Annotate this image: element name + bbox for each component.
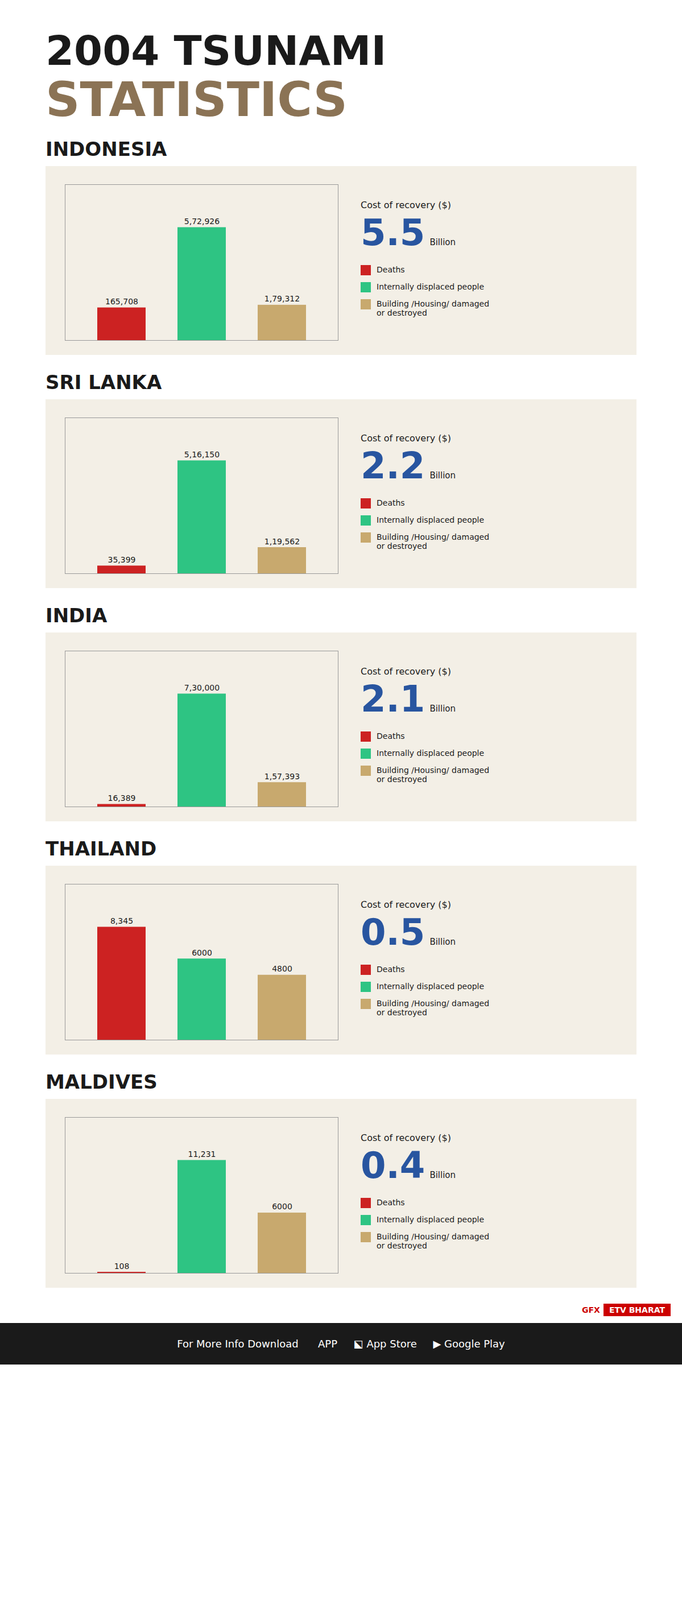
html-text:Deaths: Deaths bbox=[376, 265, 405, 275]
html-text:Deaths: Deaths bbox=[376, 731, 405, 741]
svg-text:165,708: 165,708 bbox=[105, 296, 139, 307]
html-text:Deaths: Deaths bbox=[376, 964, 405, 974]
html-text:Billion: Billion bbox=[429, 237, 456, 248]
html-text:5.5: 5.5 bbox=[360, 211, 426, 254]
svg-text:108: 108 bbox=[114, 1261, 130, 1271]
html-text:ETV BHARAT: ETV BHARAT bbox=[609, 1305, 665, 1315]
html-text:0.4: 0.4 bbox=[360, 1144, 426, 1187]
svg-text:8,345: 8,345 bbox=[110, 916, 134, 926]
html-text:THAILAND: THAILAND bbox=[45, 837, 157, 860]
html-text:2.1: 2.1 bbox=[360, 677, 426, 721]
html-text:Internally displaced people: Internally displaced people bbox=[376, 748, 485, 758]
html-text:Deaths: Deaths bbox=[376, 1198, 405, 1208]
html-text:INDIA: INDIA bbox=[45, 603, 108, 627]
html-text:Billion: Billion bbox=[429, 703, 456, 714]
html-text:Internally displaced people: Internally displaced people bbox=[376, 981, 485, 992]
html-text:Building /Housing/ damaged or: Building /Housing/ damaged or destroyed bbox=[376, 299, 490, 318]
svg-text:5,72,926: 5,72,926 bbox=[184, 216, 220, 226]
html-text:Internally displaced people: Internally displaced people bbox=[376, 515, 485, 525]
svg-text:1,79,312: 1,79,312 bbox=[264, 294, 300, 304]
html-text:0.5: 0.5 bbox=[360, 911, 426, 954]
html-text:INDONESIA: INDONESIA bbox=[45, 137, 167, 161]
svg-text:7,30,000: 7,30,000 bbox=[184, 683, 220, 693]
svg-text:35,399: 35,399 bbox=[108, 554, 136, 564]
html-text:Billion: Billion bbox=[429, 1169, 456, 1181]
html-text:STATISTICS: STATISTICS bbox=[45, 71, 348, 128]
html-text:Building /Housing/ damaged or: Building /Housing/ damaged or destroyed bbox=[376, 765, 490, 784]
svg-text:11,231: 11,231 bbox=[188, 1149, 217, 1159]
html-text:Building /Housing/ damaged or: Building /Housing/ damaged or destroyed bbox=[376, 998, 490, 1018]
html-text:Internally displaced people: Internally displaced people bbox=[376, 282, 485, 292]
html-text:Cost of recovery ($): Cost of recovery ($) bbox=[360, 432, 452, 444]
html-text:Internally displaced people: Internally displaced people bbox=[376, 1215, 485, 1225]
svg-text:1,19,562: 1,19,562 bbox=[264, 536, 300, 546]
html-text:Cost of recovery ($): Cost of recovery ($) bbox=[360, 899, 452, 911]
svg-text:5,16,150: 5,16,150 bbox=[184, 449, 220, 460]
html-text:Building /Housing/ damaged or: Building /Housing/ damaged or destroyed bbox=[376, 1232, 490, 1251]
html-text:Deaths: Deaths bbox=[376, 498, 405, 508]
svg-text:4800: 4800 bbox=[271, 964, 293, 974]
html-text:Billion: Billion bbox=[429, 936, 456, 948]
svg-text:1,57,393: 1,57,393 bbox=[264, 771, 300, 781]
html-text:For More Info Download APP ⬕ A: For More Info Download APP ⬕ App Store ▶… bbox=[177, 1337, 505, 1350]
html-text:2004 TSUNAMI: 2004 TSUNAMI bbox=[45, 26, 387, 75]
html-text:Cost of recovery ($): Cost of recovery ($) bbox=[360, 199, 452, 211]
html-text:Cost of recovery ($): Cost of recovery ($) bbox=[360, 666, 452, 677]
svg-text:6000: 6000 bbox=[191, 947, 213, 957]
html-text:Billion: Billion bbox=[429, 470, 456, 481]
html-text:MALDIVES: MALDIVES bbox=[45, 1070, 158, 1094]
html-text:GFX: GFX bbox=[581, 1305, 601, 1315]
html-text:Cost of recovery ($): Cost of recovery ($) bbox=[360, 1132, 452, 1144]
svg-text:16,389: 16,389 bbox=[108, 793, 136, 803]
html-text:2.2: 2.2 bbox=[360, 444, 426, 487]
svg-text:6000: 6000 bbox=[271, 1201, 293, 1211]
html-text:Building /Housing/ damaged or: Building /Housing/ damaged or destroyed bbox=[376, 532, 490, 551]
html-text:SRI LANKA: SRI LANKA bbox=[45, 370, 162, 394]
